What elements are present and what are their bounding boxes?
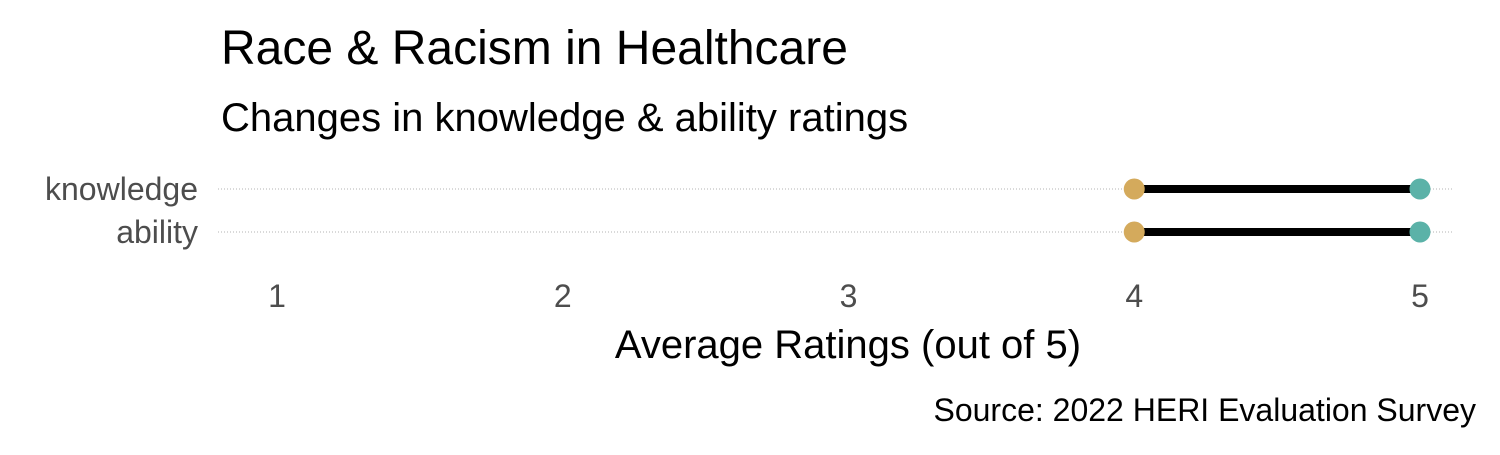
chart-title: Race & Racism in Healthcare: [221, 22, 848, 75]
chart-caption: Source: 2022 HERI Evaluation Survey: [933, 392, 1476, 428]
x-tick-label-5: 5: [1411, 278, 1429, 314]
x-axis-ticks: 1 2 3 4 5: [268, 278, 1429, 314]
x-axis-label: Average Ratings (out of 5): [615, 323, 1081, 367]
point-ability-series-2: [1409, 221, 1431, 243]
gridlines: [218, 188, 1452, 233]
connectors: [1134, 185, 1420, 236]
chart-subtitle: Changes in knowledge & ability ratings: [221, 96, 908, 140]
x-tick-label-2: 2: [554, 278, 572, 314]
point-knowledge-series-2: [1409, 178, 1431, 200]
points: [1123, 178, 1431, 243]
y-tick-label-ability: ability: [116, 214, 198, 250]
x-tick-label-1: 1: [268, 278, 286, 314]
point-knowledge-series-1: [1123, 178, 1145, 200]
x-tick-label-3: 3: [840, 278, 858, 314]
y-axis-ticks: knowledge ability: [45, 171, 198, 250]
x-tick-label-4: 4: [1125, 278, 1143, 314]
y-tick-label-knowledge: knowledge: [45, 171, 198, 207]
point-ability-series-1: [1123, 221, 1145, 243]
